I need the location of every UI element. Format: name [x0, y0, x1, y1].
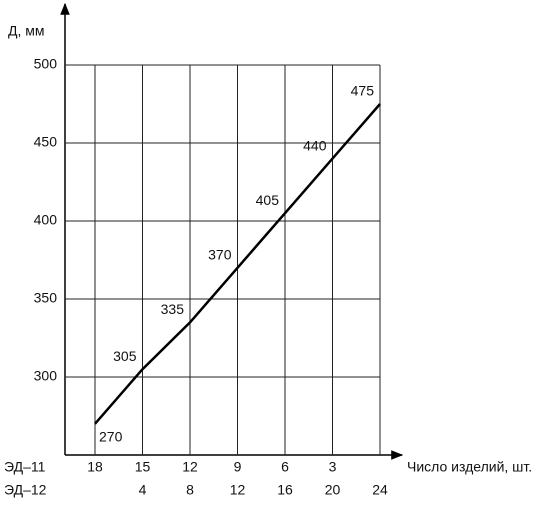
data-label: 335: [161, 301, 185, 317]
row-name: ЭД–12: [4, 482, 47, 498]
x-tick-label: 6: [281, 459, 289, 475]
data-label: 305: [113, 348, 137, 364]
y-tick-label: 500: [34, 56, 58, 72]
y-tick-label: 400: [34, 212, 58, 228]
data-label: 475: [351, 83, 375, 99]
data-label: 370: [208, 247, 232, 263]
x-tick-label: 12: [230, 482, 246, 498]
data-label: 270: [99, 429, 123, 445]
data-line: [94, 103, 381, 425]
y-tick-label: 350: [34, 290, 58, 306]
y-tick-label: 300: [34, 368, 58, 384]
x-tick-label: 15: [135, 459, 151, 475]
x-tick-label: 24: [372, 482, 388, 498]
x-tick-label: 12: [182, 459, 198, 475]
x-axis-label: Число изделий, шт.: [407, 459, 532, 475]
x-tick-label: 8: [186, 482, 194, 498]
y-tick-label: 450: [34, 134, 58, 150]
x-tick-label: 3: [329, 459, 337, 475]
x-tick-label: 4: [139, 482, 147, 498]
data-label: 440: [303, 137, 327, 153]
y-axis-label: Д, мм: [8, 23, 45, 39]
x-tick-label: 18: [87, 459, 103, 475]
data-label: 405: [256, 192, 280, 208]
x-tick-label: 16: [277, 482, 293, 498]
x-tick-label: 9: [234, 459, 242, 475]
x-tick-label: 20: [325, 482, 341, 498]
row-name: ЭД–11: [4, 459, 46, 475]
